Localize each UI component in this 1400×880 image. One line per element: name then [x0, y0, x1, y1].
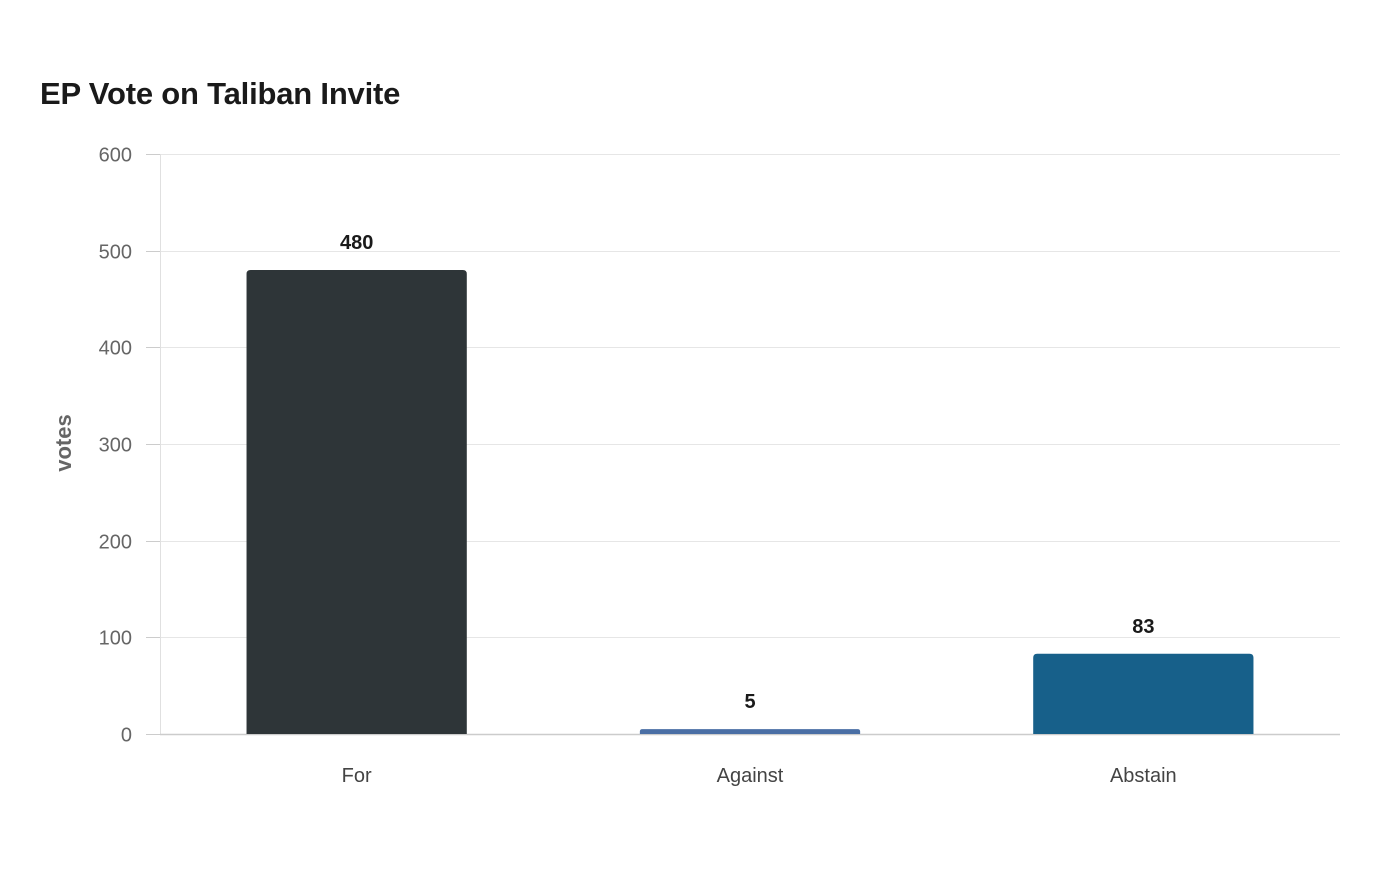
y-tick-label: 500: [99, 242, 132, 264]
y-axis-title: votes: [51, 414, 76, 471]
value-label-abstain: 83: [1132, 616, 1154, 638]
y-tick-label: 300: [99, 435, 132, 457]
bar-against: [639, 729, 861, 734]
chart-title: EP Vote on Taliban Invite: [40, 76, 401, 111]
y-tick-label: 400: [99, 338, 132, 360]
y-tick-label: 0: [121, 725, 132, 747]
value-label-for: 480: [340, 232, 373, 254]
axes: [146, 154, 1340, 736]
value-labels: 480 5 83: [340, 232, 1154, 713]
bars: [246, 270, 1254, 734]
bar-for: [246, 270, 467, 734]
y-tick-label: 200: [99, 532, 132, 554]
bar-abstain: [1033, 653, 1254, 734]
category-label-abstain: Abstain: [1110, 765, 1177, 787]
category-labels: For Against Abstain: [342, 765, 1177, 787]
y-tick-label: 100: [99, 628, 132, 650]
y-tick-labels: 0 100 200 300 400 500 600: [99, 145, 132, 747]
y-tick-label: 600: [99, 145, 132, 167]
value-label-against: 5: [744, 691, 755, 713]
category-label-for: For: [342, 765, 372, 787]
category-label-against: Against: [717, 765, 784, 787]
